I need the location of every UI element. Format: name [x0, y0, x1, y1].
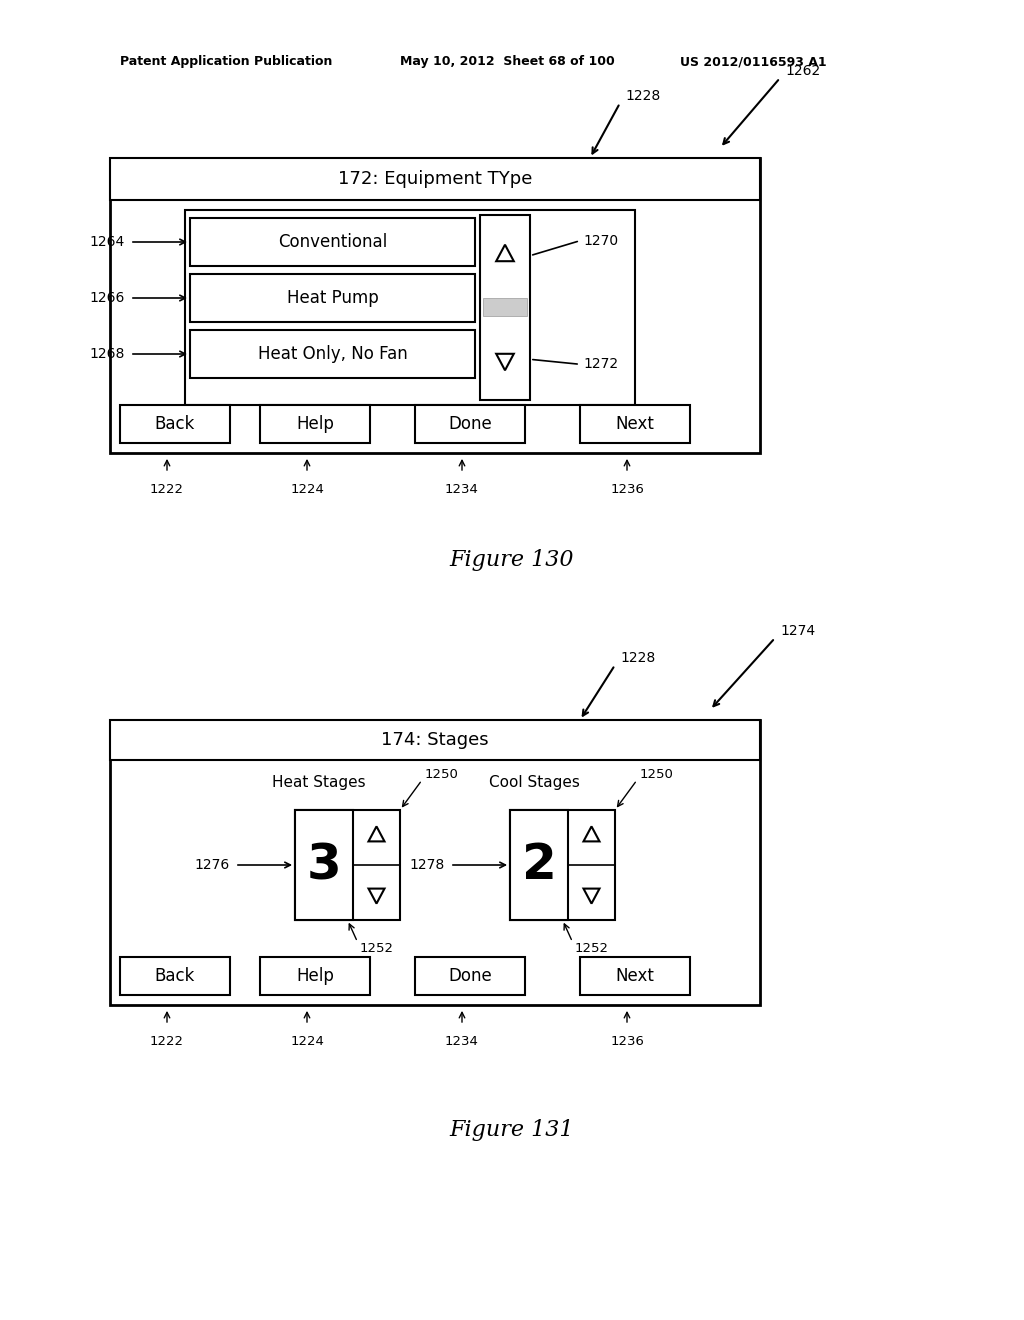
Text: 1266: 1266: [90, 290, 125, 305]
Text: 1222: 1222: [150, 483, 184, 496]
Text: 1268: 1268: [90, 347, 125, 360]
Bar: [580, 957, 690, 995]
Text: Cool Stages: Cool Stages: [488, 775, 580, 789]
Text: Figure 131: Figure 131: [450, 1119, 574, 1140]
Bar: [120, 957, 230, 995]
Bar: [190, 218, 475, 267]
Text: 1276: 1276: [195, 858, 230, 873]
Text: 1236: 1236: [610, 483, 644, 496]
Text: 1222: 1222: [150, 1035, 184, 1048]
Text: 3: 3: [306, 841, 341, 888]
Text: 1264: 1264: [90, 235, 125, 249]
Bar: [480, 215, 530, 400]
Text: Back: Back: [155, 968, 196, 985]
Bar: [185, 210, 635, 405]
Bar: [295, 810, 400, 920]
Text: Figure 130: Figure 130: [450, 549, 574, 572]
Text: 2: 2: [521, 841, 556, 888]
Bar: [260, 405, 370, 444]
Text: 1272: 1272: [583, 358, 618, 371]
Text: Patent Application Publication: Patent Application Publication: [120, 55, 333, 69]
Bar: [510, 810, 568, 920]
Bar: [190, 330, 475, 378]
Text: Help: Help: [296, 968, 334, 985]
Bar: [110, 158, 760, 201]
Text: 1262: 1262: [785, 63, 820, 78]
Bar: [580, 405, 690, 444]
Text: Help: Help: [296, 414, 334, 433]
Text: May 10, 2012  Sheet 68 of 100: May 10, 2012 Sheet 68 of 100: [400, 55, 614, 69]
Text: 1234: 1234: [445, 1035, 479, 1048]
Bar: [120, 405, 230, 444]
Bar: [110, 719, 760, 1005]
Text: 1250: 1250: [425, 768, 459, 781]
Bar: [483, 297, 527, 315]
Text: Next: Next: [615, 968, 654, 985]
Text: Heat Pump: Heat Pump: [287, 289, 379, 308]
Text: 1252: 1252: [359, 941, 393, 954]
Bar: [110, 719, 760, 760]
Bar: [190, 275, 475, 322]
Text: 1224: 1224: [290, 483, 324, 496]
Text: 1228: 1228: [620, 651, 655, 665]
Text: 1270: 1270: [583, 234, 618, 248]
Bar: [415, 957, 525, 995]
Text: Back: Back: [155, 414, 196, 433]
Text: Done: Done: [449, 414, 492, 433]
Bar: [110, 158, 760, 453]
Bar: [415, 405, 525, 444]
Bar: [510, 810, 615, 920]
Text: 174: Stages: 174: Stages: [381, 731, 488, 748]
Text: 1274: 1274: [780, 624, 815, 638]
Text: US 2012/0116593 A1: US 2012/0116593 A1: [680, 55, 826, 69]
Text: 1234: 1234: [445, 483, 479, 496]
Text: 1250: 1250: [640, 768, 674, 781]
Text: Heat Stages: Heat Stages: [272, 775, 366, 789]
Text: 1236: 1236: [610, 1035, 644, 1048]
Text: Next: Next: [615, 414, 654, 433]
Bar: [260, 957, 370, 995]
Text: 1228: 1228: [625, 88, 660, 103]
Text: Heat Only, No Fan: Heat Only, No Fan: [258, 345, 408, 363]
Bar: [295, 810, 353, 920]
Text: 1278: 1278: [410, 858, 445, 873]
Text: Done: Done: [449, 968, 492, 985]
Text: 1224: 1224: [290, 1035, 324, 1048]
Text: Conventional: Conventional: [278, 234, 387, 251]
Text: 1252: 1252: [574, 941, 608, 954]
Text: 172: Equipment TYpe: 172: Equipment TYpe: [338, 170, 532, 187]
